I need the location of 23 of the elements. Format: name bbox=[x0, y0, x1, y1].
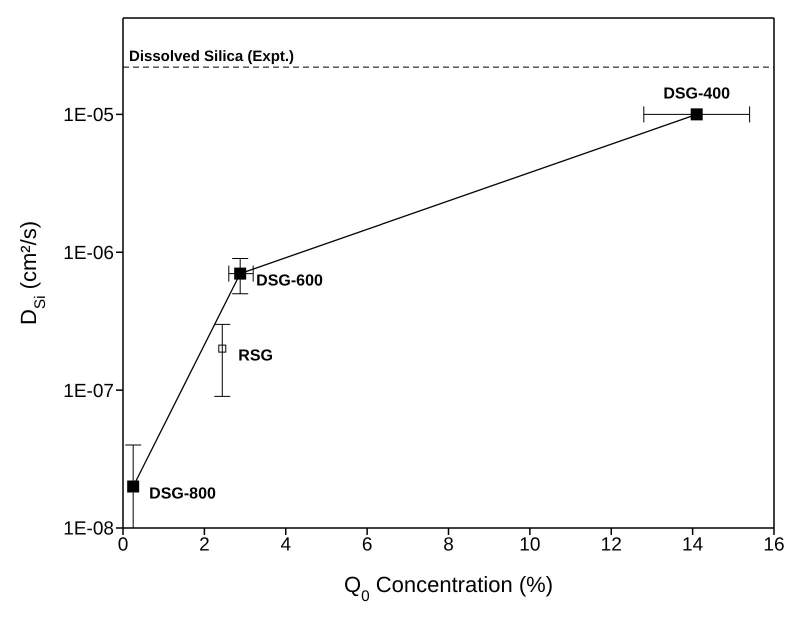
x-tick-label: 8 bbox=[443, 534, 454, 556]
y-tick-label: 1E-06 bbox=[63, 242, 114, 264]
point bbox=[127, 480, 140, 492]
annotation: RSG bbox=[238, 348, 273, 365]
y-tick-label: 1E-05 bbox=[63, 105, 114, 126]
x-tick-label: 6 bbox=[362, 534, 372, 556]
point bbox=[234, 268, 246, 280]
point bbox=[690, 108, 703, 120]
x-tick-label: 16 bbox=[763, 534, 785, 556]
annotation: DSG-400 bbox=[663, 85, 730, 102]
x-tick-label: 12 bbox=[600, 534, 622, 556]
x-tick-label: 14 bbox=[682, 534, 704, 556]
point bbox=[218, 344, 226, 353]
x-tick-label: 10 bbox=[519, 534, 540, 556]
x-tick-label: 0 bbox=[118, 534, 128, 556]
x-axis-title: Q$_{0}$ Concentration (%) bbox=[344, 572, 554, 604]
y-tick-label: 1E-08 bbox=[63, 518, 114, 540]
annotation: DSG-600 bbox=[256, 272, 323, 290]
x-tick-label: 4 bbox=[280, 534, 292, 556]
ref-line-label: Dissolved Silica (Expt.) bbox=[129, 48, 294, 66]
y-tick-label: 1E-07 bbox=[63, 380, 114, 402]
annotation: DSG-800 bbox=[149, 485, 216, 502]
x-tick-label: 2 bbox=[199, 534, 210, 556]
